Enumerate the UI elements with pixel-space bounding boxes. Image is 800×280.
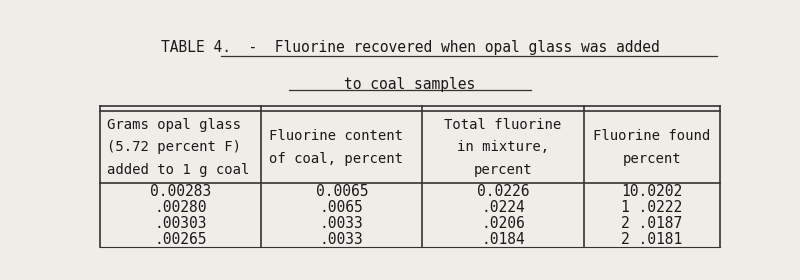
Text: .0184: .0184 xyxy=(481,232,525,247)
Text: 2 .0187: 2 .0187 xyxy=(621,216,682,231)
Text: .0206: .0206 xyxy=(481,216,525,231)
Text: percent: percent xyxy=(474,163,532,177)
Text: of coal, percent: of coal, percent xyxy=(269,152,402,166)
Text: Total fluorine: Total fluorine xyxy=(444,118,562,132)
Text: .00265: .00265 xyxy=(154,232,207,247)
Text: .0224: .0224 xyxy=(481,200,525,215)
Text: TABLE 4.  -  Fluorine recovered when opal glass was added: TABLE 4. - Fluorine recovered when opal … xyxy=(161,40,659,55)
Text: .0033: .0033 xyxy=(320,232,364,247)
Text: 2 .0181: 2 .0181 xyxy=(621,232,682,247)
Text: 10.0202: 10.0202 xyxy=(621,184,682,199)
Text: Fluorine found: Fluorine found xyxy=(593,129,710,143)
Text: .0033: .0033 xyxy=(320,216,364,231)
Text: Grams opal glass: Grams opal glass xyxy=(107,118,242,132)
Text: 0.00283: 0.00283 xyxy=(150,184,211,199)
Text: to coal samples: to coal samples xyxy=(344,77,476,92)
Text: in mixture,: in mixture, xyxy=(457,140,549,154)
Text: 0.0065: 0.0065 xyxy=(315,184,368,199)
Text: .00303: .00303 xyxy=(154,216,207,231)
Text: 1 .0222: 1 .0222 xyxy=(621,200,682,215)
Text: .0065: .0065 xyxy=(320,200,364,215)
Text: Fluorine content: Fluorine content xyxy=(269,129,402,143)
Text: 0.0226: 0.0226 xyxy=(477,184,530,199)
Text: (5.72 percent F): (5.72 percent F) xyxy=(107,140,242,154)
Text: percent: percent xyxy=(622,152,681,166)
Text: .00280: .00280 xyxy=(154,200,207,215)
Text: added to 1 g coal: added to 1 g coal xyxy=(107,163,250,177)
